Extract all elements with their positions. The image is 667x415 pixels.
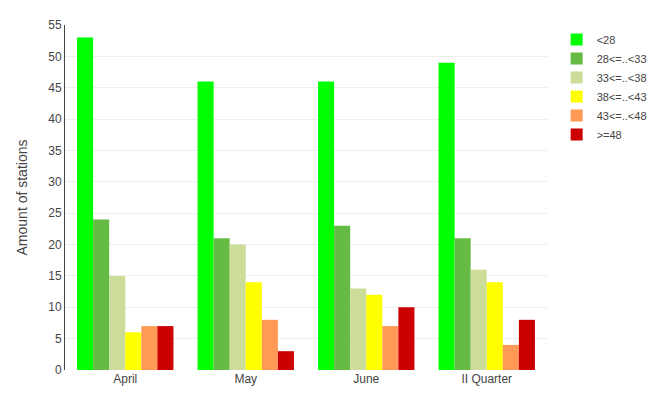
svg-text:45: 45 [48,81,62,95]
svg-text:<28: <28 [597,34,616,46]
svg-text:April: April [113,372,137,386]
svg-text:28<=..<33: 28<=..<33 [597,53,647,65]
svg-text:20: 20 [48,238,62,252]
svg-text:May: May [234,372,257,386]
svg-text:43<=..<48: 43<=..<48 [597,110,647,122]
svg-text:15: 15 [48,269,62,283]
svg-text:40: 40 [48,112,62,126]
svg-text:June: June [353,372,379,386]
svg-text:30: 30 [48,175,62,189]
svg-text:35: 35 [48,144,62,158]
svg-text:38<=..<43: 38<=..<43 [597,91,647,103]
svg-text:10: 10 [48,300,62,314]
svg-text:>=48: >=48 [597,129,622,141]
svg-text:Amount of stations: Amount of stations [14,140,30,256]
svg-text:0: 0 [55,363,62,377]
svg-text:50: 50 [48,50,62,64]
svg-text:25: 25 [48,206,62,220]
svg-text:II Quarter: II Quarter [461,372,512,386]
svg-text:5: 5 [55,332,62,346]
svg-text:55: 55 [48,18,62,32]
svg-text:33<=..<38: 33<=..<38 [597,72,647,84]
